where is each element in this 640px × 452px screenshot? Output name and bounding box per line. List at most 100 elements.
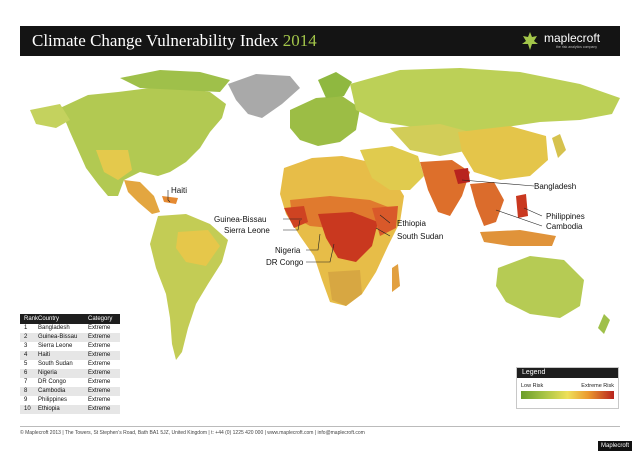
west-africa-risk xyxy=(284,206,308,228)
credit-badge: Maplecroft xyxy=(598,441,633,451)
brand-tagline: the risk analytics company xyxy=(556,45,598,49)
southeast-asia-shape xyxy=(470,182,504,226)
map-label-dr-congo: DR Congo xyxy=(266,258,304,267)
label-leaders xyxy=(167,179,543,263)
header-rank: Rank xyxy=(24,316,39,322)
category-cell: Extreme xyxy=(88,397,111,403)
category-cell: Extreme xyxy=(88,334,111,340)
russia-shape xyxy=(350,68,620,132)
india-shape xyxy=(420,160,470,216)
brand-wordmark: maplecroft xyxy=(544,31,601,45)
rank-cell: 8 xyxy=(24,388,28,394)
map-label-haiti: Haiti xyxy=(171,186,187,195)
maple-leaf-icon xyxy=(522,32,538,50)
table-row: 3 Sierra Leone Extreme xyxy=(20,342,120,351)
china-shape xyxy=(458,126,548,180)
table-row: 1 Bangladesh Extreme xyxy=(20,324,120,333)
country-cell: Ethiopia xyxy=(38,406,60,412)
table-row: 9 Philippines Extreme xyxy=(20,396,120,405)
rank-cell: 6 xyxy=(24,370,28,376)
rank-cell: 4 xyxy=(24,352,28,358)
madagascar-shape xyxy=(392,264,400,292)
brazil-warm xyxy=(176,230,220,266)
legend-color-scale xyxy=(521,391,614,399)
legend-low-label: Low Risk xyxy=(521,383,544,389)
legend-title: Legend xyxy=(522,369,546,376)
central-america-shape xyxy=(124,180,160,214)
table-row: 6 Nigeria Extreme xyxy=(20,369,120,378)
southern-africa-shape xyxy=(328,270,362,306)
footer-text: © Maplecroft 2013 | The Towers, St Steph… xyxy=(20,430,365,436)
header-category: Category xyxy=(88,316,113,322)
table-row: 5 South Sudan Extreme xyxy=(20,360,120,369)
new-zealand-shape xyxy=(598,314,610,334)
table-row: 10 Ethiopia Extreme xyxy=(20,405,120,414)
land-masses xyxy=(30,68,620,360)
canada-north-shape xyxy=(120,70,230,92)
category-cell: Extreme xyxy=(88,388,111,394)
table-header: Rank Country Category xyxy=(20,314,120,324)
australia-shape xyxy=(496,256,584,318)
north-america-shape xyxy=(60,86,226,196)
map-label-ethiopia: Ethiopia xyxy=(397,219,426,228)
country-cell: South Sudan xyxy=(38,361,73,367)
rank-cell: 5 xyxy=(24,361,28,367)
europe-shape xyxy=(290,96,360,146)
map-label-cambodia: Cambodia xyxy=(546,222,583,231)
table-row: 8 Cambodia Extreme xyxy=(20,387,120,396)
rank-cell: 1 xyxy=(24,325,28,331)
title-bar: Climate Change Vulnerability Index 2014 … xyxy=(20,26,620,56)
country-cell: Philippines xyxy=(38,397,68,403)
header-country: Country xyxy=(38,316,60,322)
alaska-shape xyxy=(30,104,70,128)
map-label-bangladesh: Bangladesh xyxy=(534,182,576,191)
greenland-shape xyxy=(228,74,300,118)
map-label-sierra-leone: Sierra Leone xyxy=(224,226,270,235)
country-cell: Cambodia xyxy=(38,388,66,394)
maplecroft-logo: maplecroft the risk analytics company xyxy=(520,29,610,53)
title-text: Climate Change Vulnerability Index xyxy=(32,31,279,50)
central-asia-shape xyxy=(390,124,470,156)
caribbean-shape xyxy=(162,196,178,204)
country-cell: DR Congo xyxy=(38,379,67,385)
map-label-philippines: Philippines xyxy=(546,212,585,221)
category-cell: Extreme xyxy=(88,406,111,412)
scandinavia-shape xyxy=(318,72,352,98)
rank-cell: 2 xyxy=(24,334,28,340)
bangladesh-risk xyxy=(454,168,470,184)
country-labels: Haiti Guinea-Bissau Sierra Leone Nigeria… xyxy=(171,182,585,267)
map-label-guinea-bissau: Guinea-Bissau xyxy=(214,215,266,224)
map-label-south-sudan: South Sudan xyxy=(397,232,443,241)
legend-box: Legend Low Risk Extreme Risk xyxy=(516,367,619,409)
legend-high-label: Extreme Risk xyxy=(581,383,614,389)
category-cell: Extreme xyxy=(88,325,111,331)
title-year: 2014 xyxy=(282,31,317,50)
table-row: 2 Guinea-Bissau Extreme xyxy=(20,333,120,342)
category-cell: Extreme xyxy=(88,361,111,367)
middle-east-shape xyxy=(360,146,424,190)
country-cell: Sierra Leone xyxy=(38,343,73,349)
country-cell: Haiti xyxy=(38,352,51,358)
rank-cell: 10 xyxy=(24,406,31,412)
ranking-table: Rank Country Category 1 Bangladesh Extreme… xyxy=(20,314,120,414)
footer-divider xyxy=(20,426,620,427)
japan-shape xyxy=(552,134,566,158)
category-cell: Extreme xyxy=(88,379,111,385)
country-cell: Guinea-Bissau xyxy=(38,334,78,340)
legend-header xyxy=(517,368,618,378)
category-cell: Extreme xyxy=(88,343,111,349)
rank-cell: 3 xyxy=(24,343,28,349)
page-title: Climate Change Vulnerability Index 2014 xyxy=(32,31,317,51)
country-cell: Bangladesh xyxy=(38,325,70,331)
category-cell: Extreme xyxy=(88,370,111,376)
east-africa-risk xyxy=(372,206,398,236)
rank-cell: 7 xyxy=(24,379,28,385)
rank-cell: 9 xyxy=(24,397,28,403)
philippines-risk xyxy=(516,194,528,218)
table-row: 7 DR Congo Extreme xyxy=(20,378,120,387)
indonesia-shape xyxy=(480,230,556,246)
usa-west-warm xyxy=(96,150,132,180)
table-row: 4 Haiti Extreme xyxy=(20,351,120,360)
